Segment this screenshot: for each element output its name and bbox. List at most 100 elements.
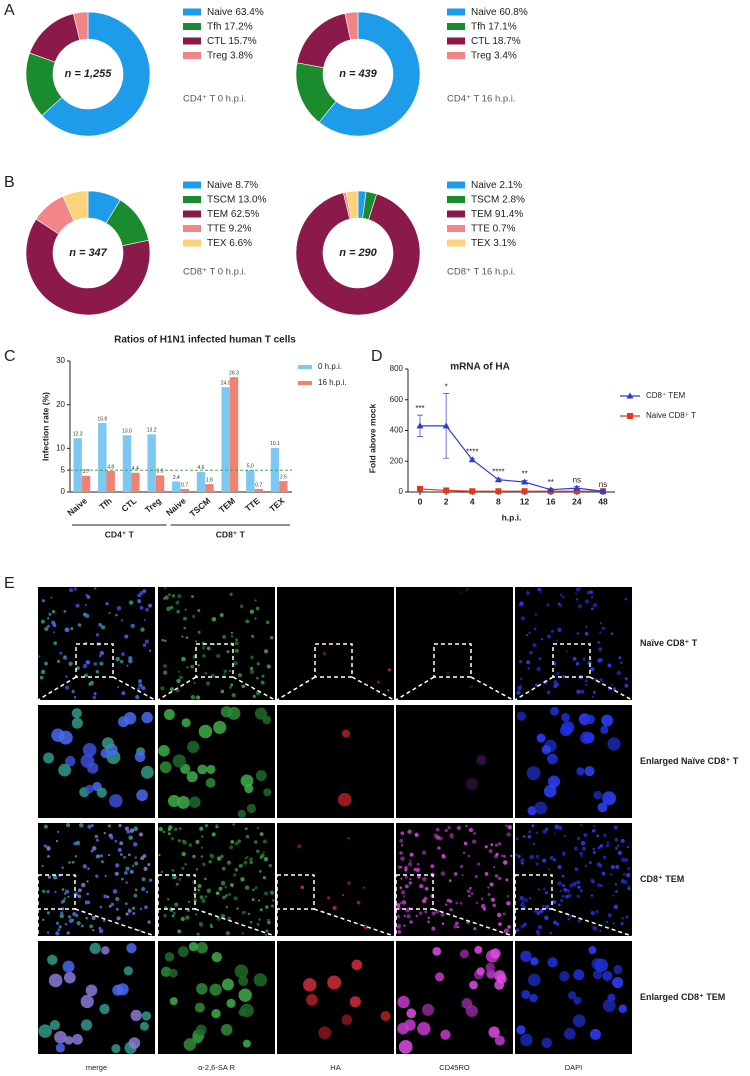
cell bbox=[440, 912, 445, 917]
cell bbox=[432, 946, 442, 956]
legend-value: 17.2% bbox=[224, 21, 252, 32]
cell bbox=[68, 861, 71, 864]
center-label: n = 290 bbox=[339, 247, 377, 259]
micrograph bbox=[157, 587, 276, 701]
legend-name: TEX bbox=[471, 238, 491, 249]
cell bbox=[559, 970, 570, 982]
chart-title: mRNA of HA bbox=[450, 362, 510, 373]
cell bbox=[453, 924, 458, 929]
cell bbox=[562, 851, 566, 855]
cell bbox=[616, 670, 622, 676]
cell bbox=[48, 973, 63, 988]
cell bbox=[59, 651, 63, 655]
cell bbox=[407, 829, 412, 834]
cell bbox=[107, 824, 112, 828]
cell bbox=[537, 932, 541, 936]
cell bbox=[166, 606, 171, 612]
cell bbox=[66, 931, 70, 935]
cell bbox=[244, 784, 254, 794]
cell bbox=[108, 853, 111, 857]
cell bbox=[521, 989, 531, 999]
significance: ns bbox=[599, 480, 607, 489]
cell bbox=[576, 880, 581, 885]
cell bbox=[77, 894, 82, 899]
cell bbox=[124, 826, 129, 831]
cell bbox=[104, 875, 107, 878]
cell bbox=[197, 664, 200, 667]
cell bbox=[529, 896, 532, 900]
row-label: Enlarged Naïve CD8⁺ T bbox=[640, 756, 739, 766]
cell bbox=[201, 646, 206, 650]
cell bbox=[64, 1035, 74, 1045]
cell bbox=[98, 928, 104, 934]
cell bbox=[222, 895, 226, 900]
y-tick-label: 800 bbox=[390, 364, 404, 373]
cell bbox=[251, 634, 255, 639]
legend-label: Naive CD8⁺ T bbox=[646, 411, 696, 420]
cell bbox=[434, 972, 445, 982]
marker bbox=[599, 487, 607, 494]
cell bbox=[590, 894, 594, 897]
cell bbox=[561, 895, 565, 898]
cell bbox=[187, 900, 191, 903]
cell bbox=[163, 670, 168, 675]
cell bbox=[547, 868, 551, 871]
subtitle: CD8⁺ T 16 h.p.i. bbox=[447, 267, 516, 278]
cell bbox=[115, 656, 120, 662]
cell bbox=[241, 932, 244, 935]
cell bbox=[77, 623, 82, 627]
cell bbox=[101, 737, 114, 750]
cell bbox=[542, 829, 547, 834]
micrograph-bg bbox=[515, 587, 632, 700]
cell bbox=[177, 929, 182, 934]
cell bbox=[128, 1037, 141, 1049]
cell bbox=[119, 841, 124, 846]
cell bbox=[535, 862, 539, 866]
row-label: Naïve CD8⁺ T bbox=[640, 638, 698, 648]
cell bbox=[449, 908, 453, 912]
cell bbox=[163, 913, 167, 918]
cell bbox=[205, 777, 216, 788]
cell bbox=[556, 683, 560, 686]
cell bbox=[490, 948, 501, 959]
legend-swatch bbox=[447, 8, 465, 16]
cell bbox=[624, 683, 629, 688]
cell bbox=[327, 896, 331, 900]
legend-name: Naive bbox=[207, 180, 233, 191]
cell bbox=[409, 920, 413, 924]
cell bbox=[249, 920, 253, 924]
cell bbox=[183, 626, 186, 630]
cell bbox=[537, 888, 541, 891]
cell bbox=[256, 662, 260, 666]
cell bbox=[76, 921, 81, 926]
cell bbox=[176, 678, 181, 684]
cell bbox=[465, 777, 479, 791]
cell bbox=[108, 904, 112, 908]
cell bbox=[190, 694, 196, 700]
cell bbox=[178, 675, 183, 680]
micrograph-bg bbox=[396, 587, 513, 700]
cell bbox=[549, 931, 552, 935]
cell bbox=[597, 883, 601, 887]
marker bbox=[626, 392, 634, 399]
cell bbox=[597, 640, 601, 644]
cell bbox=[575, 598, 579, 601]
cell bbox=[195, 868, 199, 871]
cell bbox=[303, 978, 317, 992]
cell bbox=[246, 855, 249, 859]
x-tick-label: 24 bbox=[572, 496, 582, 506]
cell bbox=[495, 852, 499, 856]
cell bbox=[611, 683, 614, 686]
donut-segment bbox=[318, 11, 421, 137]
cell bbox=[256, 826, 260, 830]
marker bbox=[573, 488, 580, 495]
cell bbox=[584, 599, 590, 604]
cell bbox=[198, 724, 213, 739]
cell bbox=[518, 684, 523, 689]
cell bbox=[141, 886, 146, 892]
cell bbox=[574, 867, 579, 872]
cell bbox=[73, 695, 77, 699]
cell bbox=[58, 925, 62, 929]
cell bbox=[199, 826, 204, 831]
cell bbox=[553, 832, 556, 835]
